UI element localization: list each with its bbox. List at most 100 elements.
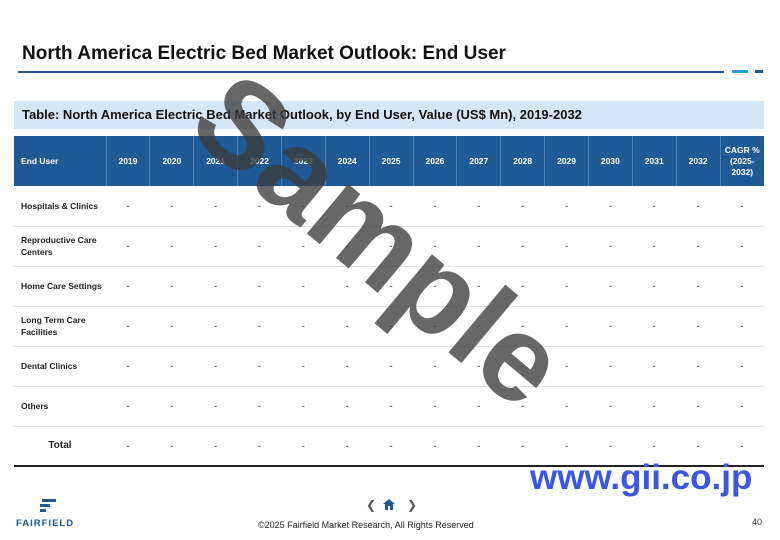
header-cell: 2021 bbox=[193, 136, 239, 186]
table-row: Hospitals & Clinics - - - - - - - - - - - - - - - bbox=[14, 186, 764, 227]
table-cell: - bbox=[456, 386, 501, 427]
header-cell: 2032 bbox=[676, 136, 721, 186]
table-cell: - bbox=[632, 426, 677, 467]
table-cell: - bbox=[456, 266, 501, 307]
total-row: Total - - - - - - - - - - - - - - - bbox=[14, 426, 764, 467]
table-cell: - bbox=[149, 306, 194, 347]
table-cell: - bbox=[193, 186, 238, 227]
row-label: Hospitals & Clinics bbox=[14, 186, 106, 227]
table-row: Home Care Settings - - - - - - - - - - - - - - - bbox=[14, 266, 764, 307]
table-cell: - bbox=[544, 346, 589, 387]
table-cell: - bbox=[106, 386, 150, 427]
title-divider bbox=[18, 71, 724, 73]
table-cell: - bbox=[544, 186, 589, 227]
table-cell: - bbox=[369, 386, 414, 427]
table-cell: - bbox=[193, 226, 238, 267]
slide-navigation: ❮ ❯ bbox=[362, 498, 418, 514]
chevron-left-icon[interactable]: ❮ bbox=[366, 498, 377, 512]
table-cell: - bbox=[413, 306, 457, 347]
market-table: End User 2019 2020 2021 2022 2023 2024 2025 2026… bbox=[14, 136, 764, 467]
table-cell: - bbox=[720, 186, 764, 227]
table-cell: - bbox=[325, 426, 370, 467]
row-label: Long Term Care Facilities bbox=[14, 306, 106, 347]
table-cell: - bbox=[676, 226, 721, 267]
table-cell: - bbox=[500, 426, 545, 467]
table-caption: Table: North America Electric Bed Market… bbox=[22, 107, 582, 122]
table-cell: - bbox=[369, 186, 414, 227]
table-row: Reproductive Care Centers - - - - - - - - - - - - - - - bbox=[14, 226, 764, 267]
table-cell: - bbox=[720, 266, 764, 307]
table-cell: - bbox=[149, 386, 194, 427]
home-icon[interactable] bbox=[383, 499, 395, 513]
accent-bar-dark bbox=[755, 70, 763, 73]
table-cell: - bbox=[237, 186, 282, 227]
table-cell: - bbox=[544, 266, 589, 307]
table-cell: - bbox=[369, 346, 414, 387]
header-end-user: End User bbox=[14, 136, 107, 186]
header-cell: 2028 bbox=[500, 136, 546, 186]
table-row: Dental Clinics - - - - - - - - - - - - - - - bbox=[14, 346, 764, 387]
table-cell: - bbox=[720, 386, 764, 427]
table-cell: - bbox=[413, 186, 457, 227]
table-cell: - bbox=[676, 306, 721, 347]
table-cell: - bbox=[632, 306, 677, 347]
table-cell: - bbox=[632, 186, 677, 227]
table-cell: - bbox=[456, 346, 501, 387]
table-cell: - bbox=[588, 386, 633, 427]
table-cell: - bbox=[149, 346, 194, 387]
table-cell: - bbox=[193, 266, 238, 307]
header-cell: 2020 bbox=[149, 136, 195, 186]
table-cell: - bbox=[106, 426, 150, 467]
table-cell: - bbox=[588, 266, 633, 307]
table-cell: - bbox=[413, 226, 457, 267]
header-cell: 2023 bbox=[281, 136, 326, 186]
table-cell: - bbox=[237, 306, 282, 347]
table-cell: - bbox=[149, 266, 194, 307]
header-cell: 2026 bbox=[413, 136, 458, 186]
table-cell: - bbox=[500, 266, 545, 307]
table-cell: - bbox=[544, 426, 589, 467]
table-caption-box: Table: North America Electric Bed Market… bbox=[14, 101, 764, 129]
fairfield-logo-mark-icon bbox=[40, 499, 56, 512]
table-cell: - bbox=[720, 306, 764, 347]
table-cell: - bbox=[281, 386, 326, 427]
table-cell: - bbox=[106, 266, 150, 307]
site-watermark: www.gii.co.jp bbox=[530, 458, 753, 497]
table-cell: - bbox=[456, 426, 501, 467]
table-cell: - bbox=[281, 226, 326, 267]
table-header-row: End User 2019 2020 2021 2022 2023 2024 2025 2026… bbox=[14, 136, 764, 186]
table-cell: - bbox=[676, 266, 721, 307]
table-cell: - bbox=[720, 426, 764, 467]
table-cell: - bbox=[281, 346, 326, 387]
table-cell: - bbox=[193, 346, 238, 387]
table-cell: - bbox=[237, 346, 282, 387]
table-cell: - bbox=[500, 386, 545, 427]
chevron-right-icon[interactable]: ❯ bbox=[407, 498, 418, 512]
header-cell: CAGR % (2025-2032) bbox=[720, 136, 764, 186]
table-cell: - bbox=[281, 306, 326, 347]
table-cell: - bbox=[325, 346, 370, 387]
table-cell: - bbox=[281, 426, 326, 467]
table-row: Others - - - - - - - - - - - - - - - bbox=[14, 386, 764, 427]
table-cell: - bbox=[544, 386, 589, 427]
copyright-text: ©2025 Fairfield Market Research, All Rig… bbox=[258, 520, 474, 530]
table-cell: - bbox=[106, 306, 150, 347]
table-cell: - bbox=[325, 266, 370, 307]
table-cell: - bbox=[676, 186, 721, 227]
table-cell: - bbox=[325, 226, 370, 267]
table-cell: - bbox=[500, 186, 545, 227]
table-cell: - bbox=[588, 226, 633, 267]
table-cell: - bbox=[237, 426, 282, 467]
table-cell: - bbox=[500, 306, 545, 347]
page-number: 40 bbox=[752, 517, 763, 527]
table-cell: - bbox=[676, 386, 721, 427]
row-label: Dental Clinics bbox=[14, 346, 106, 387]
table-cell: - bbox=[193, 386, 238, 427]
table-cell: - bbox=[237, 386, 282, 427]
header-cell: 2027 bbox=[456, 136, 502, 186]
table-cell: - bbox=[413, 266, 457, 307]
table-cell: - bbox=[369, 226, 414, 267]
table-row: Long Term Care Facilities - - - - - - - - - - - - - - - bbox=[14, 306, 764, 347]
table-cell: - bbox=[325, 186, 370, 227]
table-cell: - bbox=[413, 346, 457, 387]
